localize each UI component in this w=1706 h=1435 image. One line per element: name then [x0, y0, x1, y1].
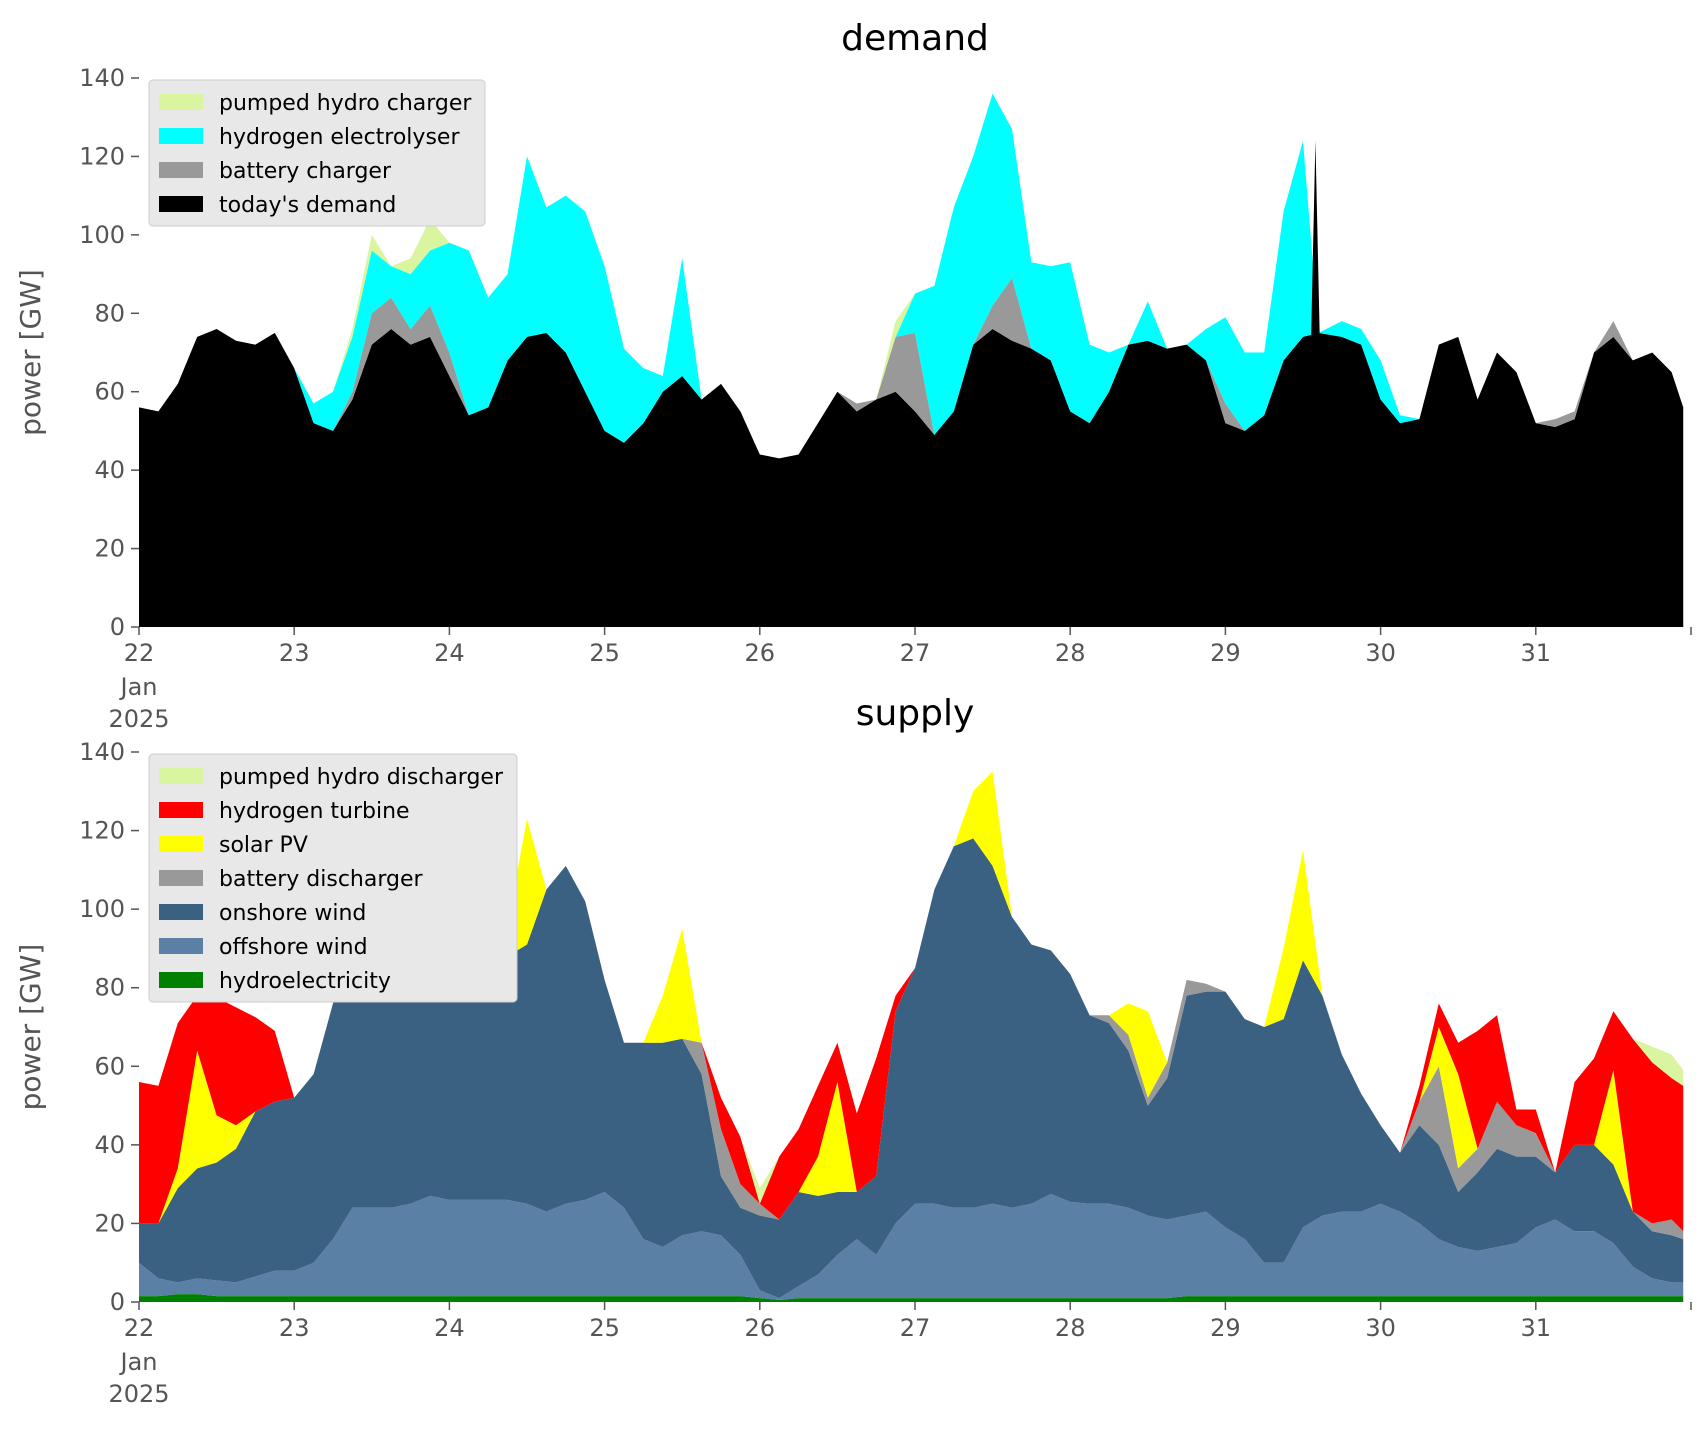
- y-tick-label: 120: [79, 817, 125, 845]
- area-hydrogen-electrolyser: [139, 93, 1684, 459]
- x-tick-label: 24: [434, 639, 465, 667]
- legend-label: hydrogen turbine: [219, 799, 410, 824]
- y-tick-label: 0: [110, 1288, 125, 1316]
- area-solar-pv: [139, 771, 1684, 1232]
- x-tick-label: 29: [1210, 1314, 1241, 1342]
- x-tick-label: 28: [1055, 1314, 1086, 1342]
- legend-swatch: [159, 836, 203, 852]
- supply-panel: supply power [GW] 0 20 40 60 80 100 120 140 22 23…: [14, 693, 1692, 1408]
- legend-box: [148, 79, 486, 227]
- legend-swatch: [159, 94, 203, 110]
- area-today-s-demand: [139, 328, 1684, 627]
- legend-label: today's demand: [219, 193, 396, 218]
- x-tick-label: 25: [589, 1314, 620, 1342]
- y-axis-label: power [GW]: [14, 269, 47, 436]
- chart-title: supply: [856, 693, 975, 734]
- area-layer: [139, 93, 1684, 627]
- legend-swatch: [159, 802, 203, 818]
- x-tick-label: 30: [1365, 1314, 1396, 1342]
- area-onshore-wind: [139, 838, 1684, 1299]
- x-tick-label: 27: [900, 639, 931, 667]
- legend-label: hydrogen electrolyser: [219, 125, 460, 150]
- demand-panel: demand power [GW] 0 20 40 60 80 100 120 140 22 23…: [14, 18, 1692, 733]
- legend-label: battery charger: [219, 159, 392, 184]
- x-tick-label: 31: [1521, 1314, 1552, 1342]
- y-tick-label: 40: [94, 1131, 125, 1159]
- x-tick-label: 30: [1365, 639, 1396, 667]
- x-tick-label: 22: [124, 639, 155, 667]
- x-date-label: Jan: [119, 1348, 158, 1376]
- x-tick-label: 26: [745, 1314, 776, 1342]
- x-tick-label: 25: [589, 639, 620, 667]
- chart-title: demand: [841, 18, 989, 59]
- axes: 0 20 40 60 80 100 120 140 22 23 24 25 26 27 28 29 30 31 Ja…: [79, 64, 1692, 733]
- legend: pumped hydro discharger hydrogen turbine s…: [148, 753, 518, 1003]
- legend-label: battery discharger: [219, 867, 424, 892]
- x-tick-label: 31: [1521, 639, 1552, 667]
- y-tick-label: 100: [79, 221, 125, 249]
- x-tick-label: 24: [434, 1314, 465, 1342]
- y-tick-label: 140: [79, 738, 125, 766]
- legend-label: offshore wind: [219, 935, 368, 960]
- y-tick-label: 120: [79, 142, 125, 170]
- x-tick-label: 29: [1210, 639, 1241, 667]
- legend-swatch: [159, 162, 203, 178]
- y-tick-label: 80: [94, 974, 125, 1002]
- legend-label: hydroelectricity: [219, 969, 391, 994]
- x-tick-label: 23: [279, 639, 310, 667]
- x-tick-label: 23: [279, 1314, 310, 1342]
- legend-swatch: [159, 938, 203, 954]
- x-tick-label: 27: [900, 1314, 931, 1342]
- x-tick-label: 26: [745, 639, 776, 667]
- y-tick-label: 140: [79, 64, 125, 92]
- legend-label: pumped hydro charger: [219, 91, 472, 116]
- legend-swatch: [159, 196, 203, 212]
- legend-label: solar PV: [219, 833, 308, 858]
- area-layer: [139, 771, 1684, 1302]
- area-battery-charger: [139, 277, 1684, 459]
- legend-box: [148, 753, 518, 1003]
- x-tick-label: 28: [1055, 639, 1086, 667]
- y-tick-label: 100: [79, 895, 125, 923]
- axes: 0 20 40 60 80 100 120 140 22 23 24 25 26 27 28 29 30 31 Ja…: [79, 738, 1692, 1408]
- x-date-label: 2025: [108, 705, 169, 733]
- x-tick-label: 22: [124, 1314, 155, 1342]
- y-tick-label: 60: [94, 1052, 125, 1080]
- legend-swatch: [159, 904, 203, 920]
- y-tick-label: 0: [110, 613, 125, 641]
- legend-label: pumped hydro discharger: [219, 765, 504, 790]
- y-tick-label: 80: [94, 299, 125, 327]
- y-tick-label: 60: [94, 378, 125, 406]
- y-tick-label: 20: [94, 535, 125, 563]
- y-tick-label: 40: [94, 456, 125, 484]
- legend: pumped hydro charger hydrogen electrolyse…: [148, 79, 486, 227]
- legend-swatch: [159, 972, 203, 988]
- legend-swatch: [159, 870, 203, 886]
- y-tick-label: 20: [94, 1209, 125, 1237]
- area-offshore-wind: [139, 1192, 1684, 1301]
- legend-swatch: [159, 128, 203, 144]
- legend-swatch: [159, 768, 203, 784]
- legend-label: onshore wind: [219, 901, 366, 926]
- x-date-label: Jan: [119, 673, 158, 701]
- y-axis-label: power [GW]: [14, 944, 47, 1111]
- x-date-label: 2025: [108, 1380, 169, 1408]
- demand-spike: [1310, 140, 1321, 353]
